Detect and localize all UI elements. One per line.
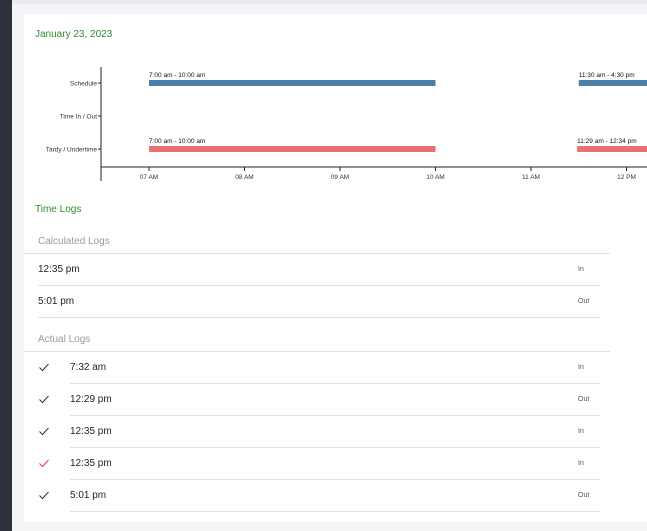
actual-log-row: 7:32 am In — [24, 352, 647, 384]
timeline-row-label: Tardy / Undertime — [46, 147, 98, 154]
log-type: Out — [578, 492, 590, 499]
actual-header-divider — [24, 351, 610, 352]
calculated-header-divider — [24, 253, 610, 254]
row-divider — [70, 383, 600, 384]
timeline-tick-label: 08 AM — [235, 174, 253, 181]
tardy-bar-label: 7:00 am - 10:00 am — [149, 138, 205, 145]
timeline-tick-label: 10 AM — [426, 174, 444, 181]
log-time: 12:29 pm — [70, 394, 112, 405]
timeline-row-label: Schedule — [70, 81, 97, 88]
calculated-log-row: 12:35 pm In — [24, 254, 647, 286]
row-divider — [38, 285, 600, 286]
schedule-bar-label: 7:00 am - 10:00 am — [149, 72, 205, 79]
actual-log-row: 12:29 pm Out — [24, 384, 647, 416]
log-time: 7:32 am — [70, 362, 107, 373]
tardy-bar-label: 11:29 am - 12:34 pm — [577, 138, 637, 145]
timeline-chart: Schedule Time In / Out Tardy / Undertime 0… — [46, 67, 647, 181]
check-icon — [39, 363, 49, 372]
log-time: 5:01 pm — [38, 296, 75, 307]
check-icon — [39, 395, 49, 404]
row-divider — [70, 447, 600, 448]
left-rail — [0, 0, 12, 531]
schedule-bar[interactable] — [578, 80, 647, 86]
time-logs-title: Time Logs — [35, 204, 82, 215]
timeline-row-label: Time In / Out — [60, 114, 98, 121]
calculated-log-row: 5:01 pm Out — [24, 286, 647, 318]
tardy-bar[interactable] — [577, 146, 647, 152]
timeline-tick-label: 07 AM — [140, 174, 158, 181]
log-type: In — [578, 428, 584, 435]
log-type: In — [578, 266, 584, 273]
top-edge — [12, 0, 647, 4]
log-type: In — [578, 364, 584, 371]
check-icon — [39, 459, 49, 468]
log-time: 12:35 pm — [38, 264, 80, 275]
log-type: Out — [578, 396, 590, 403]
timeline-tick-label: 09 AM — [331, 174, 349, 181]
log-type: Out — [578, 298, 590, 305]
tardy-bar[interactable] — [149, 146, 436, 152]
row-divider — [70, 479, 600, 480]
row-divider — [70, 511, 600, 512]
actual-log-row: 12:35 pm In — [24, 448, 647, 480]
row-divider — [70, 415, 600, 416]
row-divider — [38, 317, 600, 318]
actual-log-row: 5:01 pm Out — [24, 480, 647, 512]
calculated-logs-header: Calculated Logs — [38, 236, 110, 247]
timeline-tick-label: 11 AM — [522, 174, 540, 181]
check-icon — [39, 491, 49, 500]
schedule-bar[interactable] — [149, 80, 436, 86]
timeline-tick-label: 12 PM — [617, 174, 636, 181]
log-type: In — [578, 460, 584, 467]
log-time: 12:35 pm — [70, 426, 112, 437]
log-time: 12:35 pm — [70, 458, 112, 469]
actual-logs-header: Actual Logs — [38, 334, 91, 345]
actual-log-row: 12:35 pm In — [24, 416, 647, 448]
date-title: January 23, 2023 — [35, 29, 113, 40]
log-time: 5:01 pm — [70, 490, 107, 501]
attendance-panel: January 23, 2023 Schedule Time In / Out Ta… — [24, 14, 647, 522]
schedule-bar-label: 11:30 am - 4:30 pm — [579, 72, 635, 79]
check-icon — [39, 427, 49, 436]
